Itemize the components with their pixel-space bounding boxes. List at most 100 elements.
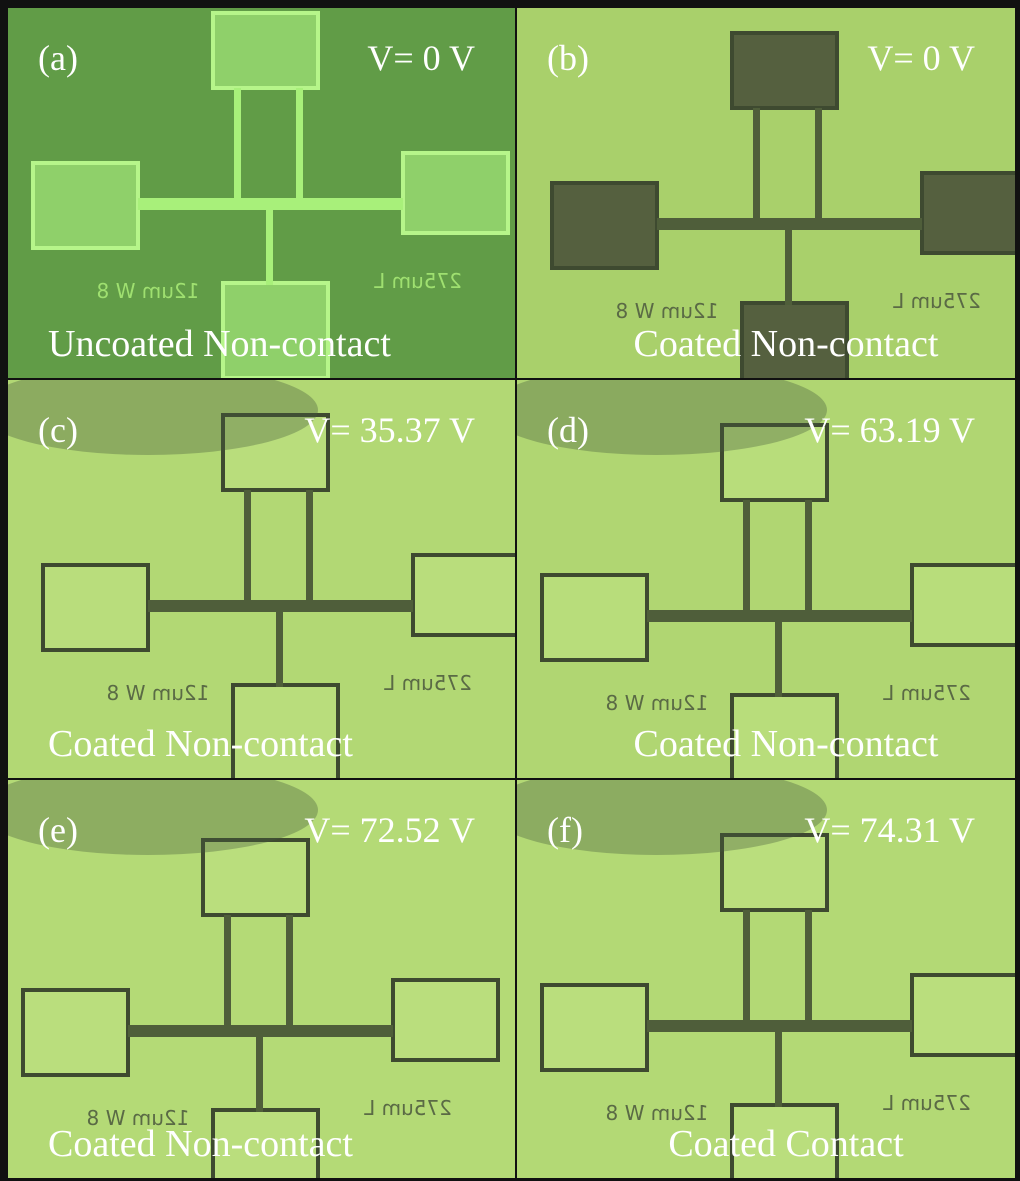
panel-label: (b)	[547, 38, 589, 78]
device: 12um W 8 275um L	[31, 11, 510, 378]
beam	[244, 490, 251, 602]
pad	[221, 413, 330, 492]
voltage-label: V= 35.37 V	[304, 410, 475, 450]
panel: 12um W 8 275um L (d) V= 63.19 V Coated Non-c…	[517, 380, 1015, 778]
panel: 12um W 8 275um L (e) V= 72.52 V Coated Non-c…	[8, 780, 515, 1178]
beam	[775, 1032, 782, 1107]
micrograph: 12um W 8 275um L (f) V= 74.31 V Coated Conta…	[517, 780, 1015, 1178]
caption: Coated Non-contact	[634, 723, 939, 765]
width-label: 12um W 8	[107, 681, 210, 705]
pad	[211, 11, 320, 90]
micrograph: 12um W 8 275um L (d) V= 63.19 V Coated Non-c…	[517, 380, 1015, 778]
beam	[256, 1037, 263, 1112]
voltage-label: V= 63.19 V	[804, 410, 975, 450]
width-label: 12um W 8	[606, 691, 709, 715]
beam	[306, 490, 313, 602]
pad	[201, 838, 310, 917]
beam	[647, 1020, 912, 1032]
beam	[657, 218, 922, 230]
pad	[411, 553, 515, 637]
width-label: 12um W 8	[616, 299, 719, 323]
device: 12um W 8 275um L	[540, 423, 1015, 778]
panel: 12um W 8 275um L (b) V= 0 V Coated Non-conta…	[517, 8, 1015, 378]
probe-shadow	[8, 780, 318, 855]
pad	[910, 563, 1015, 647]
pad	[31, 161, 140, 250]
pad	[391, 978, 500, 1062]
device: 12um W 8 275um L	[21, 838, 500, 1178]
beam	[138, 198, 403, 210]
length-label: 275um L	[882, 1091, 971, 1115]
caption: Uncoated Non-contact	[48, 323, 391, 365]
beam	[647, 610, 912, 622]
pad	[21, 988, 130, 1077]
pad	[221, 281, 330, 378]
pad	[740, 301, 849, 378]
caption: Coated Non-contact	[48, 1123, 353, 1165]
panel: 12um W 8 275um L (c) V= 35.37 V Coated Non-c…	[8, 380, 515, 778]
beam	[276, 612, 283, 687]
micrograph: 12um W 8 275um L (e) V= 72.52 V Coated Non-c…	[8, 780, 515, 1178]
caption: Coated Contact	[668, 1123, 904, 1165]
probe-shadow	[517, 780, 827, 855]
beam	[805, 910, 812, 1022]
voltage-label: V= 0 V	[867, 38, 975, 78]
length-label: 275um L	[373, 269, 462, 293]
panel: 12um W 8 275um L (f) V= 74.31 V Coated Conta…	[517, 780, 1015, 1178]
panel-label: (d)	[547, 410, 589, 450]
length-label: 275um L	[882, 681, 971, 705]
beam	[148, 600, 413, 612]
beam	[805, 500, 812, 612]
panel-label: (a)	[38, 38, 78, 78]
beam	[296, 88, 303, 200]
beam	[266, 210, 273, 285]
length-label: 275um L	[892, 289, 981, 313]
width-label: 12um W 8	[606, 1101, 709, 1125]
pad	[730, 693, 839, 778]
beam	[785, 230, 792, 305]
voltage-label: V= 74.31 V	[804, 810, 975, 850]
pad	[41, 563, 150, 652]
probe-shadow	[8, 380, 318, 455]
beam	[286, 915, 293, 1027]
caption: Coated Non-contact	[48, 723, 353, 765]
panel-label: (f)	[547, 810, 583, 850]
pad	[730, 31, 839, 110]
micrograph: 12um W 8 275um L (b) V= 0 V Coated Non-conta…	[517, 8, 1015, 378]
caption: Coated Non-contact	[634, 323, 939, 365]
beam	[743, 910, 750, 1022]
pad	[540, 983, 649, 1072]
pad	[910, 973, 1015, 1057]
device: 12um W 8 275um L	[550, 31, 1015, 378]
width-label: 12um W 8	[87, 1106, 190, 1130]
beam	[224, 915, 231, 1027]
beam	[815, 108, 822, 220]
pad	[550, 181, 659, 270]
device: 12um W 8 275um L	[540, 833, 1015, 1178]
pad	[730, 1103, 839, 1178]
pad	[540, 573, 649, 662]
voltage-label: V= 72.52 V	[304, 810, 475, 850]
pad	[401, 151, 510, 235]
beam	[753, 108, 760, 220]
pad	[720, 833, 829, 912]
micrograph: 12um W 8 275um L (c) V= 35.37 V Coated Non-c…	[8, 380, 515, 778]
beam	[743, 500, 750, 612]
panel-label: (e)	[38, 810, 78, 850]
beam	[234, 88, 241, 200]
beam	[775, 622, 782, 697]
probe-shadow	[517, 380, 827, 455]
beam	[128, 1025, 393, 1037]
panel-label: (c)	[38, 410, 78, 450]
device: 12um W 8 275um L	[41, 413, 515, 778]
width-label: 12um W 8	[97, 279, 200, 303]
length-label: 275um L	[383, 671, 472, 695]
micrograph: 12um W 8 275um L (a) V= 0 V Uncoated Non-con…	[8, 8, 515, 378]
pad	[920, 171, 1015, 255]
pad	[720, 423, 829, 502]
length-label: 275um L	[363, 1096, 452, 1120]
panel: 12um W 8 275um L (a) V= 0 V Uncoated Non-con…	[8, 8, 515, 378]
pad	[231, 683, 340, 778]
pad	[211, 1108, 320, 1178]
